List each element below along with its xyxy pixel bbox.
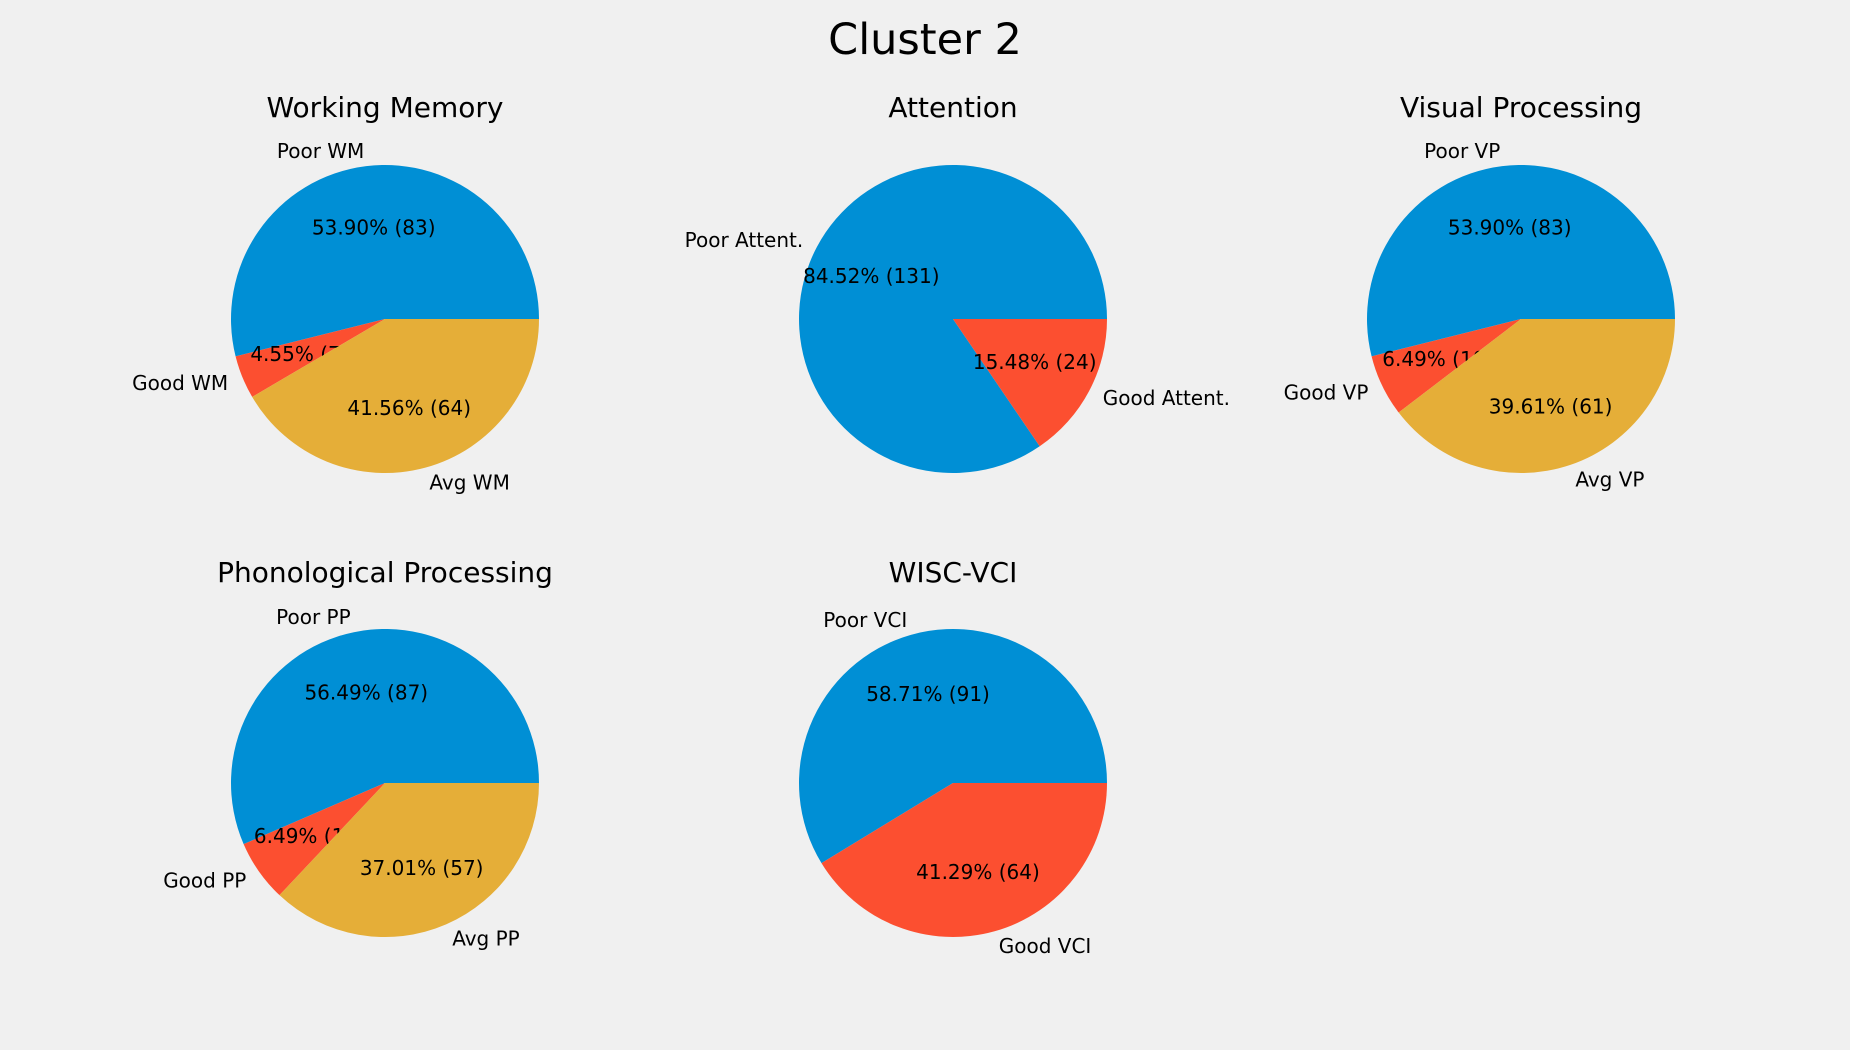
slice-label: Good VP bbox=[1284, 380, 1369, 404]
charts-grid: Working Memory Poor WM 53.90% (83) Good WM 4… bbox=[132, 91, 1675, 958]
pie-slice-poor-vci bbox=[798, 628, 1107, 864]
slice-label: Poor PP bbox=[276, 605, 351, 629]
pie-title: WISC-VCI bbox=[889, 556, 1018, 589]
pie-slice-poor-pp bbox=[230, 628, 539, 845]
slice-label: Avg PP bbox=[452, 926, 520, 950]
pie-slice-good-pp bbox=[243, 783, 385, 896]
slice-percent-label: 53.90% (83) bbox=[312, 215, 436, 239]
slice-percent-label: 53.90% (83) bbox=[1448, 215, 1572, 239]
figure-title: Cluster 2 bbox=[828, 15, 1022, 65]
pie-slice-avg-pp bbox=[279, 783, 539, 937]
slice-percent-label: 58.71% (91) bbox=[866, 682, 990, 706]
slice-label: Poor VP bbox=[1424, 139, 1500, 163]
slice-label: Poor VCI bbox=[823, 608, 907, 632]
slice-percent-label: 56.49% (87) bbox=[304, 681, 428, 705]
pie-chart-wisc-vci: WISC-VCI Poor VCI 58.71% (91) Good VCI 41.29… bbox=[798, 556, 1107, 958]
pie-slice-good-vp bbox=[1371, 319, 1521, 413]
slice-label: Avg VP bbox=[1575, 467, 1644, 491]
slice-percent-label: 41.29% (64) bbox=[916, 860, 1040, 884]
pie-title: Phonological Processing bbox=[217, 556, 553, 589]
slice-label: Poor Attent. bbox=[685, 228, 804, 252]
slice-label: Good VCI bbox=[999, 934, 1092, 958]
slice-label: Avg WM bbox=[429, 470, 509, 494]
pie-title: Attention bbox=[888, 91, 1017, 124]
pie-chart-working-memory: Working Memory Poor WM 53.90% (83) Good WM 4… bbox=[132, 91, 540, 494]
pie-slice-poor-wm bbox=[231, 164, 540, 357]
pie-chart-visual-processing: Visual Processing Poor VP 53.90% (83) Good … bbox=[1284, 91, 1675, 491]
pie-slice-avg-vp bbox=[1398, 319, 1675, 473]
slice-percent-label: 39.61% (61) bbox=[1489, 395, 1613, 419]
slice-label: Good WM bbox=[132, 371, 228, 395]
pie-slice-good-attent bbox=[953, 319, 1107, 447]
pie-title: Visual Processing bbox=[1400, 91, 1642, 124]
slice-percent-label: 37.01% (57) bbox=[360, 856, 484, 880]
pie-title: Working Memory bbox=[267, 91, 504, 124]
slice-label: Poor WM bbox=[277, 139, 364, 163]
slice-percent-label: 41.56% (64) bbox=[347, 396, 471, 420]
pie-slice-avg-wm bbox=[252, 319, 540, 474]
slice-percent-label: 15.48% (24) bbox=[973, 350, 1097, 374]
pie-slice-good-wm bbox=[235, 319, 385, 397]
pie-chart-attention: Attention Poor Attent. 84.52% (131) Good At… bbox=[685, 91, 1230, 473]
slice-percent-label: 84.52% (131) bbox=[803, 264, 939, 288]
pie-slice-poor-vp bbox=[1367, 165, 1675, 357]
slice-label: Good PP bbox=[163, 868, 246, 892]
pie-slice-good-vci bbox=[821, 783, 1107, 937]
slice-label: Good Attent. bbox=[1103, 386, 1230, 410]
pie-chart-phonological-processing: Phonological Processing Poor PP 56.49% (87… bbox=[163, 556, 553, 950]
